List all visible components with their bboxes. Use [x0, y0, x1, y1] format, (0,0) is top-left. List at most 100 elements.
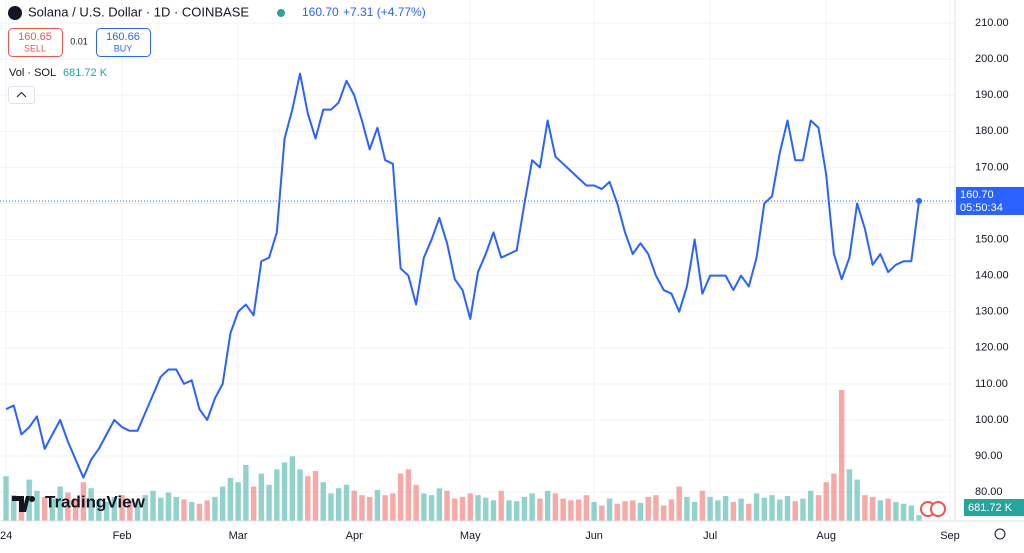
volume-bar	[428, 495, 435, 521]
volume-bar	[390, 493, 396, 521]
volume-bar	[568, 500, 574, 521]
volume-bar	[127, 500, 133, 521]
volume-bar	[134, 502, 141, 521]
volume-bar	[397, 473, 404, 521]
volume-bar	[668, 499, 675, 521]
volume-bar	[606, 498, 613, 521]
y-tick-label: 200.00	[975, 53, 1009, 65]
y-tick-label: 120.00	[975, 342, 1009, 354]
y-tick-label: 180.00	[975, 125, 1009, 137]
volume-bar	[552, 493, 559, 521]
volume-bar	[691, 502, 698, 521]
y-tick-label: 100.00	[975, 414, 1009, 426]
volume-bar	[41, 496, 48, 521]
volume-bar	[111, 496, 118, 521]
plot-layer	[0, 72, 955, 479]
volume-bar	[72, 500, 79, 521]
volume-bar	[204, 500, 210, 521]
volume-bar	[250, 486, 257, 521]
buy-label: BUY	[114, 43, 133, 53]
volume-bar	[49, 498, 56, 521]
volume-bar	[343, 484, 350, 521]
volume-bar	[413, 484, 419, 521]
volume-layer	[3, 390, 922, 521]
volume-bar	[158, 497, 164, 521]
y-tick-label: 90.00	[975, 450, 1003, 462]
volume-bar	[722, 496, 729, 521]
volume-value: 681.72 K	[63, 67, 108, 79]
collapse-button[interactable]	[8, 86, 35, 104]
volume-bar	[660, 505, 667, 521]
volume-bar	[444, 490, 450, 521]
event-icon[interactable]	[930, 501, 946, 517]
volume-bar	[707, 496, 713, 521]
settings-icon[interactable]	[994, 528, 1006, 540]
volume-bar	[560, 498, 566, 521]
volume-bar	[80, 482, 87, 521]
y-tick-label: 190.00	[975, 89, 1009, 101]
y-tick-label: 110.00	[975, 378, 1008, 390]
x-tick-label: Aug	[816, 530, 836, 542]
volume-bar	[65, 492, 71, 521]
volume-bar	[800, 498, 806, 521]
volume-bar	[808, 490, 814, 521]
volume-bar	[26, 479, 32, 521]
volume-bar	[459, 496, 466, 521]
volume-bar	[630, 500, 636, 521]
volume-bar	[188, 502, 195, 521]
axes: 80.00 90.00 100.00 110.00 120.00 130.00 140.00…	[0, 17, 1024, 542]
volume-bar	[746, 503, 752, 521]
volume-bar	[312, 471, 319, 521]
last-price: 160.70	[302, 5, 339, 19]
volume-bar	[769, 495, 775, 521]
volume-bar	[374, 489, 381, 521]
volume-bar	[614, 503, 620, 521]
status-dot	[277, 9, 285, 17]
volume-bar	[513, 501, 520, 521]
volume-bar	[862, 495, 868, 521]
volume-bar	[877, 500, 884, 521]
volume-bar	[653, 495, 659, 521]
volume-bar	[212, 496, 218, 521]
volume-bar	[266, 484, 272, 521]
volume-bar	[529, 493, 535, 521]
volume-bar	[3, 476, 9, 521]
volume-bar	[846, 469, 853, 521]
countdown: 05:50:34	[960, 202, 1003, 214]
x-tick-label: Jul	[703, 530, 717, 542]
volume-bar	[421, 493, 427, 521]
y-tick-label: 130.00	[975, 306, 1009, 318]
volume-bar	[227, 477, 234, 521]
y-tick-label: 80.00	[975, 486, 1003, 498]
volume-bar	[869, 496, 876, 521]
volume-label: Vol · SOL	[9, 67, 56, 79]
volume-bar	[281, 462, 288, 521]
volume-bar	[258, 473, 265, 521]
volume-bar	[591, 502, 597, 521]
x-tick-label: Apr	[346, 530, 363, 542]
volume-bar	[490, 500, 497, 521]
volume-bar	[815, 495, 822, 521]
buy-button[interactable]	[96, 28, 151, 57]
volume-bar	[684, 496, 690, 521]
volume-bar	[382, 495, 388, 521]
y-tick-label: 140.00	[975, 270, 1009, 282]
volume-tag-label: 681.72 K	[968, 502, 1013, 514]
volume-bar	[483, 497, 489, 521]
volume-bar	[637, 502, 644, 521]
volume-bar	[506, 500, 512, 521]
volume-bar	[366, 496, 373, 521]
watermark-logo	[12, 496, 36, 512]
grid	[0, 0, 955, 521]
volume-bar	[119, 495, 125, 521]
buy-price: 160.66	[106, 31, 140, 43]
volume-bar	[475, 495, 481, 521]
sell-button[interactable]	[8, 28, 63, 57]
volume-bar	[467, 493, 473, 521]
volume-bar	[838, 390, 845, 521]
x-tick-label: Mar	[229, 530, 248, 542]
volume-bar	[622, 501, 628, 521]
spread: 0.01	[70, 36, 88, 46]
volume-bar	[150, 490, 156, 521]
volume-bar	[831, 473, 837, 521]
